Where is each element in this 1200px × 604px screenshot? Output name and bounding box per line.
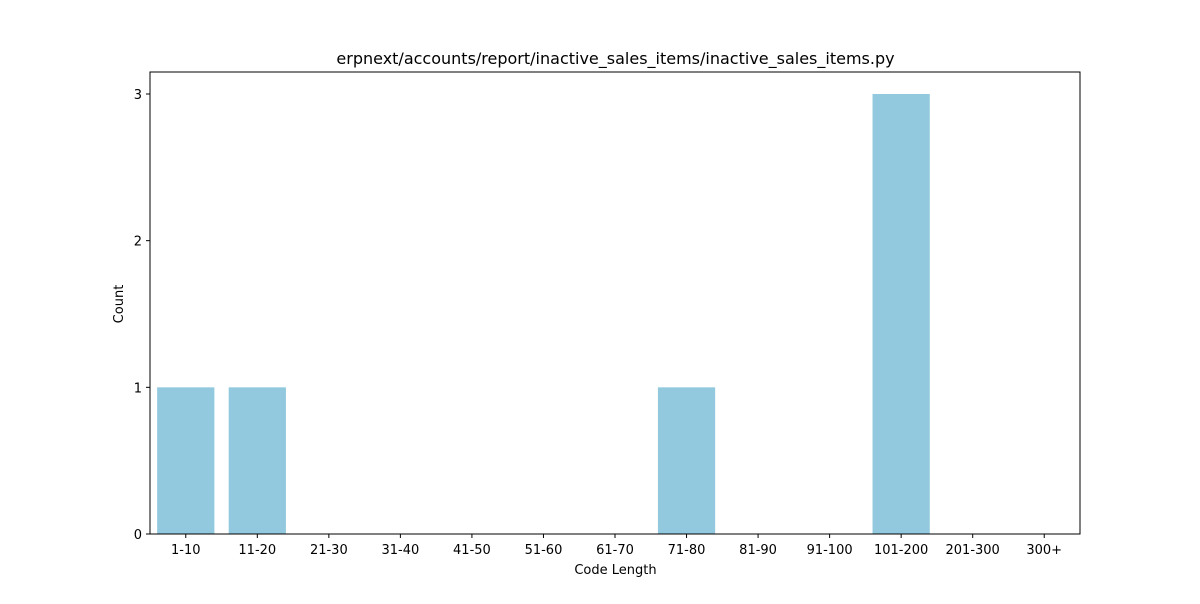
y-tick-label: 1 bbox=[134, 381, 142, 396]
y-tick-label: 2 bbox=[134, 235, 142, 250]
x-tick-label: 41-50 bbox=[453, 543, 491, 558]
x-tick-label: 71-80 bbox=[668, 543, 706, 558]
y-tick-label: 3 bbox=[134, 88, 142, 103]
x-tick-label: 21-30 bbox=[310, 543, 348, 558]
x-axis-ticks: 1-10 11-20 21-30 31-40 41-50 51-60 61-70 71-80 8… bbox=[171, 534, 1062, 558]
plot-frame bbox=[149, 71, 1081, 535]
bar-1-10 bbox=[157, 387, 215, 534]
x-tick-label: 91-100 bbox=[807, 543, 853, 558]
x-tick-label: 101-200 bbox=[874, 543, 928, 558]
y-axis-ticks: 0 1 2 3 bbox=[134, 88, 150, 543]
x-tick-label: 201-300 bbox=[946, 543, 1000, 558]
bars bbox=[157, 94, 930, 534]
x-tick-label: 31-40 bbox=[381, 543, 419, 558]
y-tick-label: 0 bbox=[134, 528, 142, 543]
bar-71-80 bbox=[657, 387, 716, 534]
x-tick-label: 300+ bbox=[1026, 543, 1062, 558]
x-tick-label: 61-70 bbox=[596, 543, 634, 558]
x-tick-label: 51-60 bbox=[525, 543, 563, 558]
x-axis-label: Code Length bbox=[574, 563, 656, 578]
x-tick-label: 81-90 bbox=[739, 543, 777, 558]
x-tick-label: 1-10 bbox=[171, 543, 201, 558]
x-tick-label: 11-20 bbox=[238, 543, 276, 558]
bar-11-20 bbox=[228, 387, 286, 534]
y-axis-label: Count bbox=[112, 285, 127, 324]
bar-101-200 bbox=[872, 94, 930, 534]
chart-title: erpnext/accounts/report/inactive_sales_i… bbox=[336, 49, 894, 69]
